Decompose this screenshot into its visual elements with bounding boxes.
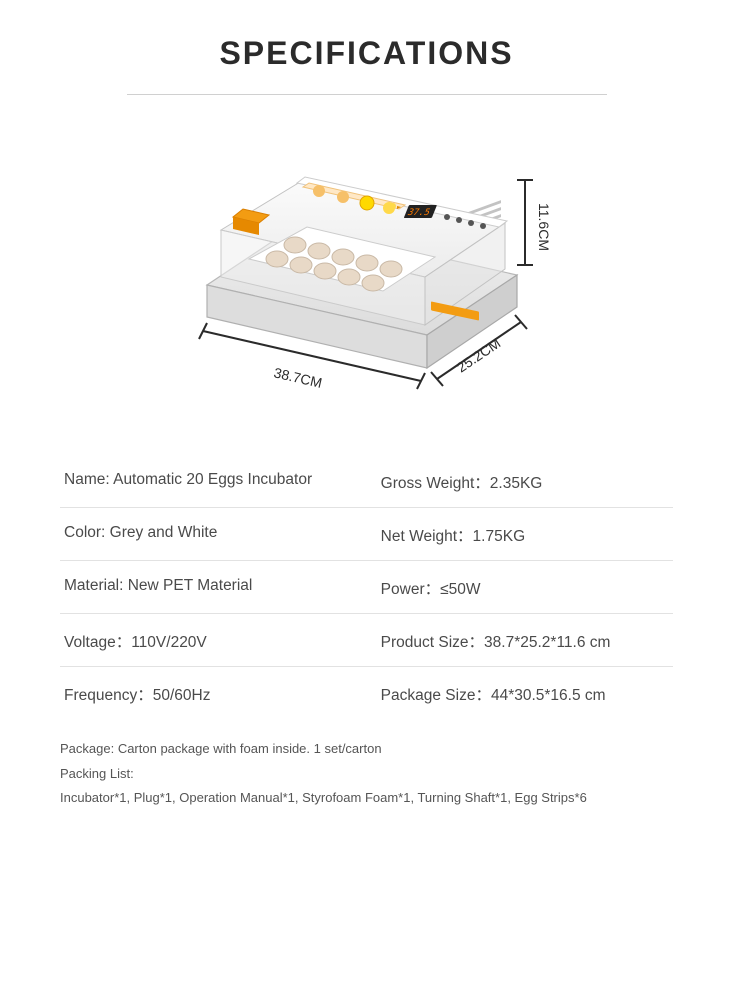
spec-row: Frequency：50/60Hz Package Size：44*30.5*1…	[60, 667, 673, 719]
spec-right: Net Weight：1.75KG	[381, 524, 673, 546]
note-line: Packing List:	[60, 762, 673, 787]
spec-left: Material: New PET Material	[64, 577, 381, 599]
spec-right: Gross Weight：2.35KG	[381, 471, 673, 493]
spec-row: Name: Automatic 20 Eggs Incubator Gross …	[60, 455, 673, 508]
spec-right: Package Size：44*30.5*16.5 cm	[381, 683, 673, 705]
height-dimension: 11.6CM	[517, 180, 552, 265]
spec-row: Material: New PET Material Power：≤50W	[60, 561, 673, 614]
note-line: Incubator*1, Plug*1, Operation Manual*1,…	[60, 786, 673, 811]
height-label: 11.6CM	[536, 203, 552, 251]
spec-right: Power：≤50W	[381, 577, 673, 599]
width-label: 38.7CM	[272, 364, 323, 391]
title-rule	[127, 94, 607, 95]
product-svg: 11.6CM	[147, 125, 587, 395]
product-illustration: 11.6CM	[60, 125, 673, 395]
spec-table: Name: Automatic 20 Eggs Incubator Gross …	[60, 455, 673, 719]
note-line: Package: Carton package with foam inside…	[60, 737, 673, 762]
spec-row: Color: Grey and White Net Weight：1.75KG	[60, 508, 673, 561]
spec-left: Frequency：50/60Hz	[64, 683, 381, 705]
spec-right: Product Size：38.7*25.2*11.6 cm	[381, 630, 673, 652]
package-notes: Package: Carton package with foam inside…	[60, 737, 673, 811]
specifications-page: SPECIFICATIONS 11.6CM	[0, 0, 733, 831]
page-title: SPECIFICATIONS	[60, 35, 673, 72]
spec-left: Name: Automatic 20 Eggs Incubator	[64, 471, 381, 493]
spec-left: Voltage：110V/220V	[64, 630, 381, 652]
temp-display: 37.5	[405, 207, 431, 218]
spec-row: Voltage：110V/220V Product Size：38.7*25.2…	[60, 614, 673, 667]
spec-left: Color: Grey and White	[64, 524, 381, 546]
